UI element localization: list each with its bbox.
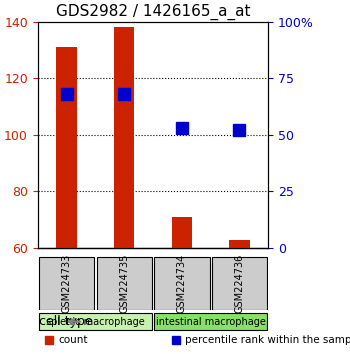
Bar [172, 217, 192, 248]
Text: GSM224736: GSM224736 [234, 254, 244, 313]
FancyBboxPatch shape [154, 313, 267, 330]
FancyBboxPatch shape [212, 257, 267, 310]
Text: cell type: cell type [39, 315, 92, 328]
Bar [56, 47, 77, 248]
Text: count: count [58, 335, 88, 345]
Text: GSM224733: GSM224733 [62, 254, 72, 313]
Text: splenic macrophage: splenic macrophage [46, 316, 145, 327]
Text: intestinal macrophage: intestinal macrophage [156, 316, 266, 327]
Text: percentile rank within the sample: percentile rank within the sample [185, 335, 350, 345]
Title: GDS2982 / 1426165_a_at: GDS2982 / 1426165_a_at [56, 4, 250, 21]
Text: GSM224734: GSM224734 [177, 254, 187, 313]
Bar [229, 240, 250, 248]
Bar [114, 27, 134, 248]
FancyBboxPatch shape [154, 257, 210, 310]
FancyBboxPatch shape [97, 257, 152, 310]
FancyBboxPatch shape [39, 257, 94, 310]
Text: GSM224735: GSM224735 [119, 254, 129, 314]
FancyBboxPatch shape [39, 313, 152, 330]
